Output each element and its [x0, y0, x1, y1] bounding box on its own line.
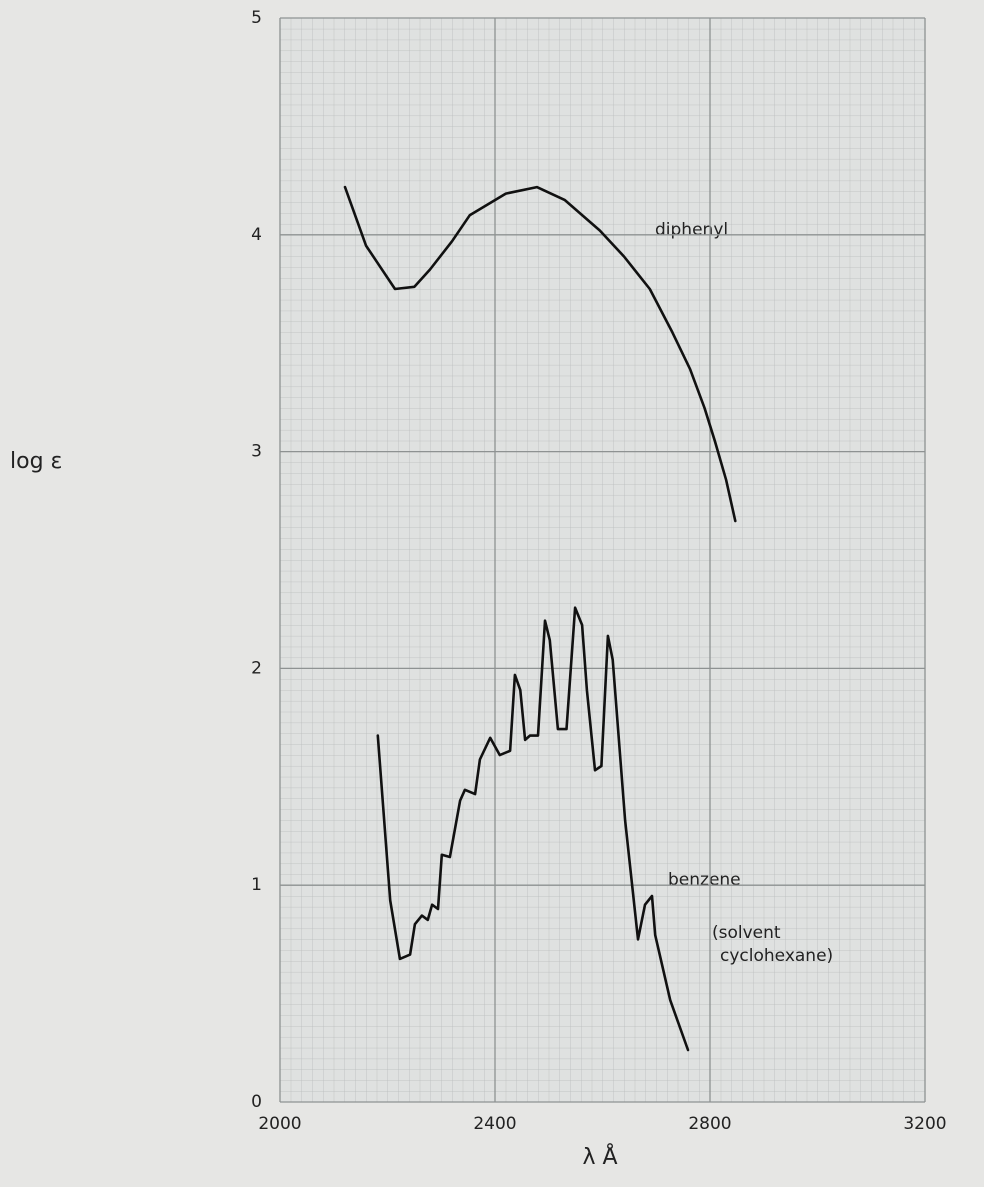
x-tick-label: 2400: [473, 1114, 516, 1134]
annotation: (solvent: [712, 923, 781, 943]
y-tick-label: 2: [251, 658, 262, 678]
y-tick-label: 4: [251, 225, 262, 245]
y-tick-label: 3: [251, 442, 262, 462]
y-tick-label: 1: [251, 875, 262, 895]
page: {"chart_data": {"type": "line", "y_label…: [0, 0, 984, 1187]
y-axis-label: log ε: [10, 449, 62, 474]
series-label: diphenyl: [655, 220, 728, 240]
x-axis-label: λ Å: [582, 1143, 617, 1170]
minor-grid: [280, 18, 925, 1102]
annotation: cyclohexane): [720, 946, 833, 966]
x-tick-label: 2800: [688, 1114, 731, 1134]
y-tick-label: 0: [251, 1092, 262, 1112]
x-tick-label: 3200: [903, 1114, 946, 1134]
x-tick-label: 2000: [258, 1114, 301, 1134]
y-tick-label: 5: [251, 8, 262, 28]
series-label: benzene: [668, 870, 741, 890]
chart: log ε λ Å diphenyl benzene (solvent cycl…: [0, 0, 984, 1187]
